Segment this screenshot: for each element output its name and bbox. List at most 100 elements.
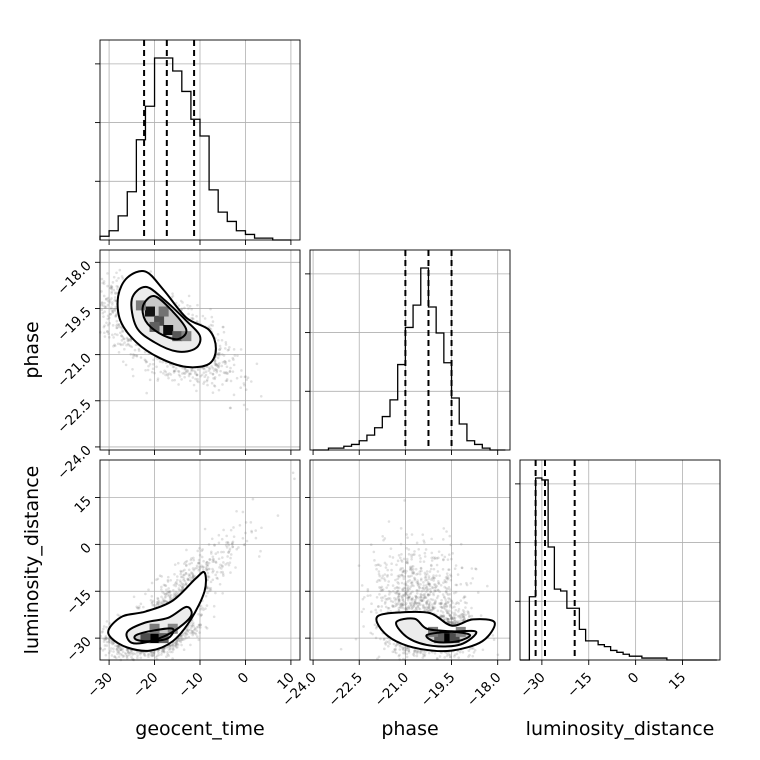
scatter-point: [166, 594, 170, 597]
scatter-point: [108, 298, 112, 302]
scatter-point: [109, 312, 112, 316]
scatter-point: [185, 628, 188, 632]
scatter-point: [117, 351, 121, 354]
scatter-point: [204, 594, 208, 598]
scatter-point: [177, 639, 180, 643]
scatter-point: [226, 348, 230, 352]
scatter-point: [110, 292, 113, 295]
scatter-point: [160, 651, 164, 654]
scatter-point: [239, 386, 242, 390]
scatter-point: [204, 562, 208, 565]
scatter-point: [244, 531, 247, 535]
scatter-point: [232, 348, 236, 351]
scatter-point: [164, 596, 167, 599]
scatter-point: [147, 655, 150, 659]
scatter-point: [117, 325, 121, 329]
scatter-point: [203, 380, 206, 384]
scatter-point: [195, 389, 198, 393]
scatter-point: [243, 375, 247, 379]
scatter-point: [194, 377, 197, 381]
scatter-point: [387, 644, 390, 648]
scatter-point: [219, 347, 222, 350]
scatter-point: [227, 543, 231, 547]
scatter-point: [130, 345, 134, 349]
scatter-point: [126, 649, 129, 652]
scatter-point: [198, 631, 201, 634]
scatter-point: [168, 598, 172, 602]
scatter-point: [242, 403, 246, 407]
scatter-point: [119, 653, 122, 656]
scatter-point: [217, 366, 220, 369]
scatter-point: [422, 593, 425, 597]
scatter-point: [126, 337, 130, 341]
scatter-point: [131, 356, 135, 359]
scatter-point: [169, 650, 172, 654]
scatter-point: [110, 285, 114, 289]
scatter-point: [184, 572, 188, 575]
scatter-point: [112, 650, 115, 653]
scatter-point: [237, 546, 240, 549]
scatter-point: [470, 567, 474, 570]
scatter-point: [220, 564, 224, 567]
scatter-point: [224, 343, 228, 346]
scatter-point: [186, 630, 190, 633]
scatter-point: [211, 372, 215, 376]
scatter-point: [161, 590, 164, 594]
scatter-point: [214, 573, 217, 577]
scatter-point: [108, 640, 111, 643]
scatter-point: [197, 380, 200, 384]
scatter-point: [107, 640, 111, 644]
scatter-point: [129, 651, 132, 655]
scatter-point: [160, 575, 163, 578]
scatter-point: [102, 282, 106, 285]
scatter-point: [243, 543, 247, 546]
scatter-point: [174, 594, 178, 597]
scatter-point: [397, 553, 401, 557]
scatter-point: [212, 557, 215, 561]
scatter-point: [114, 315, 117, 318]
scatter-point: [171, 365, 175, 369]
scatter-point: [179, 584, 183, 588]
scatter-point: [374, 626, 378, 630]
scatter-point: [161, 649, 164, 652]
scatter-point: [180, 586, 184, 589]
scatter-point: [174, 590, 178, 594]
scatter-point: [425, 601, 428, 605]
scatter-point: [102, 315, 105, 318]
scatter-point: [205, 379, 209, 383]
scatter-point: [179, 575, 183, 579]
scatter-point: [107, 332, 110, 335]
scatter-point: [178, 375, 182, 378]
scatter-point: [101, 649, 105, 652]
scatter-point: [448, 588, 452, 591]
scatter-point: [151, 603, 154, 607]
scatter-point: [121, 329, 124, 333]
scatter-point: [151, 650, 155, 654]
scatter-point: [166, 374, 170, 377]
scatter-point: [235, 509, 238, 513]
scatter-point: [208, 587, 212, 591]
scatter-point: [205, 568, 209, 572]
scatter-point: [206, 571, 210, 575]
scatter-point: [195, 564, 199, 568]
scatter-point: [231, 542, 234, 546]
scatter-point: [188, 372, 192, 375]
scatter-point: [196, 549, 200, 553]
scatter-point: [150, 601, 154, 605]
scatter-point: [229, 571, 232, 574]
scatter-point: [203, 367, 206, 371]
scatter-point: [137, 347, 141, 351]
scatter-point: [169, 647, 172, 651]
scatter-point: [214, 560, 218, 564]
scatter-point: [127, 343, 131, 347]
scatter-point: [222, 574, 225, 577]
scatter-point: [182, 584, 185, 588]
scatter-point: [160, 653, 163, 656]
scatter-point: [363, 595, 366, 599]
scatter-point: [144, 360, 148, 364]
scatter-point: [135, 354, 139, 357]
scatter-point: [412, 603, 415, 606]
scatter-point: [148, 378, 152, 382]
scatter-point: [229, 406, 232, 410]
